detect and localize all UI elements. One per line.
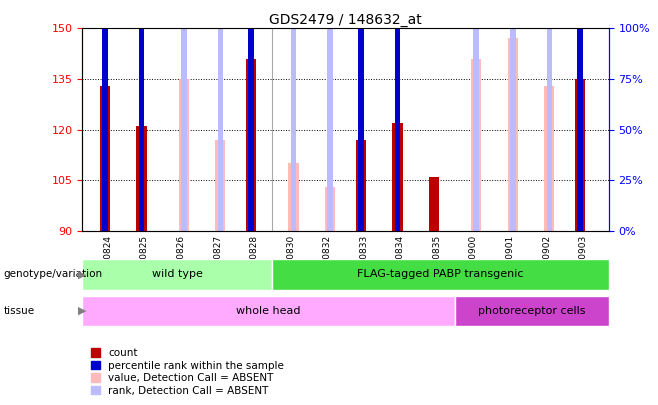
Bar bbox=[82, 296, 455, 326]
Bar bbox=[136, 126, 147, 231]
Bar bbox=[429, 177, 439, 231]
Bar bbox=[325, 187, 335, 231]
Bar bbox=[510, 8, 516, 231]
Text: genotype/variation: genotype/variation bbox=[3, 269, 103, 279]
Text: ▶: ▶ bbox=[78, 269, 86, 279]
Text: wild type: wild type bbox=[152, 269, 203, 279]
Bar bbox=[82, 259, 272, 290]
Legend: count, percentile rank within the sample, value, Detection Call = ABSENT, rank, : count, percentile rank within the sample… bbox=[91, 348, 284, 396]
Text: tissue: tissue bbox=[3, 306, 34, 316]
Bar bbox=[100, 86, 110, 231]
Bar bbox=[246, 59, 257, 231]
Bar bbox=[291, 12, 296, 231]
Bar bbox=[181, 10, 187, 231]
Bar bbox=[575, 79, 586, 231]
Bar bbox=[215, 140, 226, 231]
Bar bbox=[508, 38, 518, 231]
Bar bbox=[547, 10, 552, 231]
Bar bbox=[218, 12, 223, 231]
Bar bbox=[395, 10, 400, 231]
Bar bbox=[358, 12, 364, 231]
Text: ▶: ▶ bbox=[78, 306, 86, 316]
Bar bbox=[471, 59, 482, 231]
Bar bbox=[249, 8, 254, 231]
Bar bbox=[288, 163, 299, 231]
Bar bbox=[327, 16, 333, 231]
Text: FLAG-tagged PABP transgenic: FLAG-tagged PABP transgenic bbox=[357, 269, 524, 279]
Bar bbox=[455, 296, 609, 326]
Bar bbox=[178, 79, 189, 231]
Bar bbox=[356, 140, 366, 231]
Title: GDS2479 / 148632_at: GDS2479 / 148632_at bbox=[269, 13, 422, 27]
Text: whole head: whole head bbox=[236, 306, 301, 316]
Bar bbox=[139, 12, 144, 231]
Bar bbox=[578, 10, 583, 231]
Bar bbox=[392, 123, 403, 231]
Bar bbox=[544, 86, 555, 231]
Bar bbox=[102, 10, 108, 231]
Bar bbox=[272, 259, 609, 290]
Bar bbox=[473, 8, 479, 231]
Text: photoreceptor cells: photoreceptor cells bbox=[478, 306, 586, 316]
